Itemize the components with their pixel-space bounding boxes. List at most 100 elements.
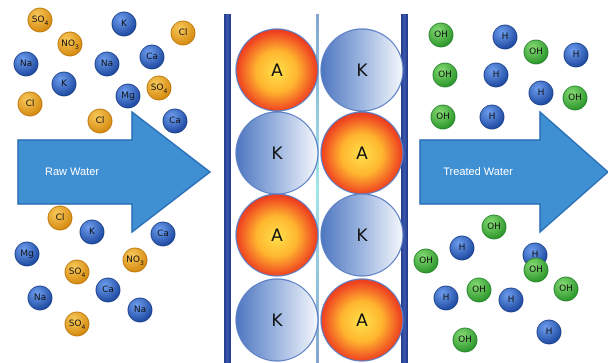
- treated-ion-hydroxide: OH: [413, 248, 439, 274]
- raw-ion-cation: Na: [127, 297, 153, 323]
- resin-bead-anion: A: [320, 111, 404, 195]
- ion-label: Na: [134, 305, 146, 315]
- raw-ion-anion: SO4: [64, 259, 90, 285]
- ion-label: Cl: [56, 213, 65, 223]
- resin-bead-label: A: [356, 144, 368, 164]
- ion-label: SO4: [69, 319, 86, 331]
- ion-label: OH: [487, 222, 501, 232]
- resin-bead-anion: A: [320, 278, 404, 362]
- raw-ion-cation: Mg: [115, 83, 141, 109]
- raw-water-label: Raw Water: [45, 166, 99, 178]
- ion-label: SO4: [69, 267, 86, 279]
- ion-label: Na: [34, 293, 46, 303]
- resin-bead-label: A: [271, 226, 283, 246]
- raw-ion-cation: K: [111, 11, 137, 37]
- raw-ion-cation: Ca: [150, 221, 176, 247]
- treated-water-ions: OH H OH H OH H H OH OH H OH OH H H OH OH H H OH H OH: [413, 22, 589, 353]
- ion-label: Mg: [121, 91, 134, 101]
- resin-bead-label: K: [356, 61, 368, 81]
- raw-ion-anion: Cl: [47, 205, 73, 231]
- raw-ion-cation: Na: [94, 51, 120, 77]
- raw-ion-cation: K: [79, 219, 105, 245]
- resin-bead-anion: A: [235, 28, 319, 112]
- resin-bead-column: A K K A A K K A: [235, 28, 404, 362]
- ion-label: OH: [472, 285, 486, 295]
- treated-ion-cation: H: [433, 285, 459, 311]
- raw-ion-anion: Cl: [170, 20, 196, 46]
- ion-label: H: [573, 50, 580, 60]
- ion-label: H: [443, 293, 450, 303]
- treated-ion-cation: H: [498, 287, 524, 313]
- ion-label: SO4: [151, 83, 168, 95]
- raw-ion-anion: NO3: [57, 31, 83, 57]
- treated-ion-cation: H: [563, 42, 589, 68]
- raw-ion-anion: Cl: [17, 91, 43, 117]
- ion-label: Na: [101, 59, 113, 69]
- treated-water-arrow: Treated Water: [419, 110, 608, 234]
- column-left-wall: [224, 14, 231, 363]
- raw-water-arrow: Raw Water: [17, 110, 212, 234]
- ion-label: Ca: [146, 52, 158, 62]
- treated-ion-cation: H: [449, 235, 475, 261]
- ion-label: K: [89, 227, 96, 237]
- treated-ion-cation: H: [479, 104, 505, 130]
- resin-bead-cation: K: [235, 111, 319, 195]
- ion-label: OH: [458, 335, 472, 345]
- treated-ion-hydroxide: OH: [553, 276, 579, 302]
- treated-ion-cation: H: [492, 24, 518, 50]
- ion-label: H: [538, 88, 545, 98]
- ion-label: OH: [559, 284, 573, 294]
- treated-ion-cation: H: [528, 80, 554, 106]
- ion-label: Cl: [179, 28, 188, 38]
- ion-label: H: [493, 70, 500, 80]
- resin-bead-label: K: [271, 144, 283, 164]
- ion-label: OH: [436, 112, 450, 122]
- raw-ion-cation: Ca: [162, 108, 188, 134]
- treated-water-label: Treated Water: [443, 166, 513, 178]
- ion-label: Cl: [26, 99, 35, 109]
- ion-label: OH: [529, 265, 543, 275]
- ion-label: H: [459, 243, 466, 253]
- ion-label: H: [502, 32, 509, 42]
- treated-ion-hydroxide: OH: [466, 277, 492, 303]
- ion-label: OH: [419, 256, 433, 266]
- ion-label: Mg: [20, 249, 33, 259]
- raw-ion-anion: Cl: [87, 108, 113, 134]
- treated-ion-hydroxide: OH: [430, 104, 456, 130]
- treated-ion-hydroxide: OH: [562, 85, 588, 111]
- ion-label: NO3: [61, 39, 79, 51]
- raw-ion-cation: Na: [13, 51, 39, 77]
- ion-label: SO4: [32, 15, 49, 27]
- ion-label: K: [121, 19, 128, 29]
- treated-ion-cation: H: [483, 62, 509, 88]
- resin-bead-cation: K: [320, 193, 404, 277]
- raw-ion-cation: Ca: [95, 277, 121, 303]
- treated-ion-cation: H: [536, 319, 562, 345]
- raw-ion-anion: SO4: [64, 311, 90, 337]
- treated-ion-hydroxide: OH: [452, 327, 478, 353]
- resin-bead-cation: K: [235, 278, 319, 362]
- ion-label: H: [489, 112, 496, 122]
- resin-bead-label: K: [271, 311, 283, 331]
- ion-label: H: [508, 295, 515, 305]
- ion-label: H: [532, 250, 539, 260]
- treated-ion-hydroxide: OH: [481, 214, 507, 240]
- raw-ion-cation: Na: [27, 285, 53, 311]
- resin-bead-label: A: [271, 61, 283, 81]
- ion-label: Ca: [102, 285, 114, 295]
- ion-label: Ca: [157, 229, 169, 239]
- resin-bead-label: K: [356, 226, 368, 246]
- ion-label: OH: [438, 70, 452, 80]
- raw-ion-cation: Ca: [139, 44, 165, 70]
- ion-label: K: [61, 79, 68, 89]
- raw-ion-cation: Mg: [14, 241, 40, 267]
- treated-ion-hydroxide: OH: [523, 257, 549, 283]
- treated-ion-hydroxide: OH: [428, 22, 454, 48]
- ion-label: Ca: [169, 116, 181, 126]
- ion-label: Cl: [96, 116, 105, 126]
- ion-label: NO3: [126, 255, 144, 267]
- ion-label: OH: [568, 93, 582, 103]
- raw-water-ions: SO4 NO3 K Cl Na Na Ca K Mg SO4 Cl Cl Ca Cl K Ca Mg NO3 SO4…: [13, 7, 196, 337]
- raw-ion-cation: K: [51, 71, 77, 97]
